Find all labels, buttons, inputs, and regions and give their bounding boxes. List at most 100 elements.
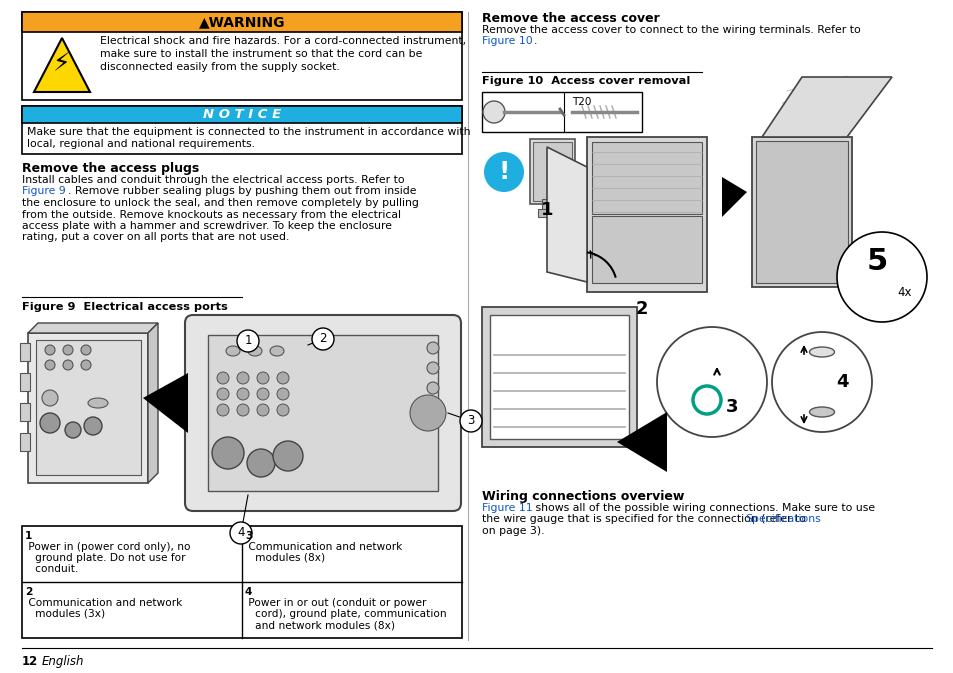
Text: Power in or out (conduit or power: Power in or out (conduit or power — [245, 598, 426, 608]
Circle shape — [657, 327, 766, 437]
Bar — [697, 377, 726, 417]
Bar — [530, 139, 575, 204]
Bar — [22, 12, 461, 32]
Circle shape — [212, 437, 244, 469]
Polygon shape — [721, 177, 746, 217]
Circle shape — [256, 404, 269, 416]
Text: 1: 1 — [540, 201, 553, 219]
Text: Power in (power cord only), no: Power in (power cord only), no — [25, 542, 191, 552]
Polygon shape — [761, 77, 891, 137]
Text: Wiring connections overview: Wiring connections overview — [481, 490, 683, 503]
Text: 1: 1 — [25, 531, 32, 541]
Bar — [22, 526, 461, 638]
Ellipse shape — [270, 346, 284, 356]
Bar — [533, 142, 572, 201]
Text: conduit.: conduit. — [25, 564, 78, 574]
Circle shape — [427, 382, 438, 394]
Text: and network modules (8x): and network modules (8x) — [245, 620, 395, 630]
Text: on page 3).: on page 3). — [481, 526, 544, 536]
Bar — [22, 12, 461, 100]
Bar — [592, 216, 701, 283]
Text: Make sure that the equipment is connected to the instrument in accordance with: Make sure that the equipment is connecte… — [27, 127, 470, 137]
Bar — [691, 347, 731, 377]
Polygon shape — [143, 373, 188, 433]
Circle shape — [427, 342, 438, 354]
Bar — [28, 333, 148, 483]
Text: make sure to install the instrument so that the cord can be: make sure to install the instrument so t… — [100, 49, 422, 59]
Circle shape — [65, 422, 81, 438]
Circle shape — [230, 522, 252, 544]
Circle shape — [256, 388, 269, 400]
Text: Communication and network: Communication and network — [25, 598, 182, 608]
Text: Figure 9  Electrical access ports: Figure 9 Electrical access ports — [22, 302, 228, 312]
Circle shape — [247, 449, 274, 477]
Bar — [481, 92, 641, 132]
Bar — [490, 315, 628, 439]
Circle shape — [63, 360, 73, 370]
Ellipse shape — [809, 347, 834, 357]
Circle shape — [84, 417, 102, 435]
Ellipse shape — [226, 346, 240, 356]
Bar — [586, 137, 706, 292]
Bar — [20, 433, 30, 451]
Circle shape — [692, 386, 720, 414]
Text: modules (8x): modules (8x) — [245, 553, 325, 563]
Circle shape — [276, 404, 289, 416]
Text: 3: 3 — [467, 415, 475, 427]
Circle shape — [483, 152, 523, 192]
Circle shape — [45, 360, 55, 370]
Circle shape — [256, 372, 269, 384]
Text: 4x: 4x — [896, 285, 910, 299]
Text: rating, put a cover on all ports that are not used.: rating, put a cover on all ports that ar… — [22, 232, 289, 242]
Text: ▲WARNING: ▲WARNING — [198, 15, 285, 29]
Circle shape — [276, 372, 289, 384]
Text: disconnected easily from the supply socket.: disconnected easily from the supply sock… — [100, 62, 339, 72]
Bar — [20, 343, 30, 361]
Text: the enclosure to unlock the seal, and then remove completely by pulling: the enclosure to unlock the seal, and th… — [22, 198, 418, 208]
Circle shape — [40, 413, 60, 433]
Circle shape — [63, 345, 73, 355]
Bar — [481, 307, 637, 447]
Text: Specifications: Specifications — [744, 514, 821, 524]
Circle shape — [216, 388, 229, 400]
Bar — [22, 106, 461, 123]
Ellipse shape — [248, 346, 262, 356]
Polygon shape — [617, 412, 666, 472]
Text: ground plate. Do not use for: ground plate. Do not use for — [25, 553, 185, 563]
Text: . Remove rubber sealing plugs by pushing them out from inside: . Remove rubber sealing plugs by pushing… — [68, 186, 416, 197]
Text: Electrical shock and fire hazards. For a cord-connected instrument,: Electrical shock and fire hazards. For a… — [100, 36, 466, 46]
Circle shape — [273, 441, 303, 471]
Text: 4: 4 — [237, 526, 245, 540]
Text: 4: 4 — [245, 587, 253, 597]
Text: Figure 9: Figure 9 — [22, 186, 66, 197]
Text: 4: 4 — [835, 373, 847, 391]
Text: 3: 3 — [245, 531, 253, 541]
Ellipse shape — [88, 398, 108, 408]
FancyBboxPatch shape — [185, 315, 460, 511]
Circle shape — [312, 328, 334, 350]
Text: 12: 12 — [22, 655, 38, 668]
Circle shape — [236, 388, 249, 400]
Circle shape — [410, 395, 446, 431]
Bar — [537, 209, 558, 217]
Circle shape — [81, 360, 91, 370]
Circle shape — [771, 332, 871, 432]
Text: English: English — [42, 655, 85, 668]
Polygon shape — [34, 38, 90, 92]
Text: Remove the access cover to connect to the wiring terminals. Refer to: Remove the access cover to connect to th… — [481, 25, 860, 35]
Bar — [755, 141, 847, 283]
Text: N O T I C E: N O T I C E — [203, 108, 281, 121]
Circle shape — [236, 372, 249, 384]
Text: .: . — [534, 36, 537, 46]
Text: modules (3x): modules (3x) — [25, 609, 105, 619]
Text: 3: 3 — [725, 398, 738, 416]
Text: Install cables and conduit through the electrical access ports. Refer to: Install cables and conduit through the e… — [22, 175, 404, 185]
Circle shape — [276, 388, 289, 400]
Text: 5: 5 — [865, 248, 886, 277]
Circle shape — [236, 404, 249, 416]
Polygon shape — [546, 147, 586, 282]
Circle shape — [216, 372, 229, 384]
Bar — [20, 373, 30, 391]
Circle shape — [81, 345, 91, 355]
Text: local, regional and national requirements.: local, regional and national requirement… — [27, 139, 254, 149]
